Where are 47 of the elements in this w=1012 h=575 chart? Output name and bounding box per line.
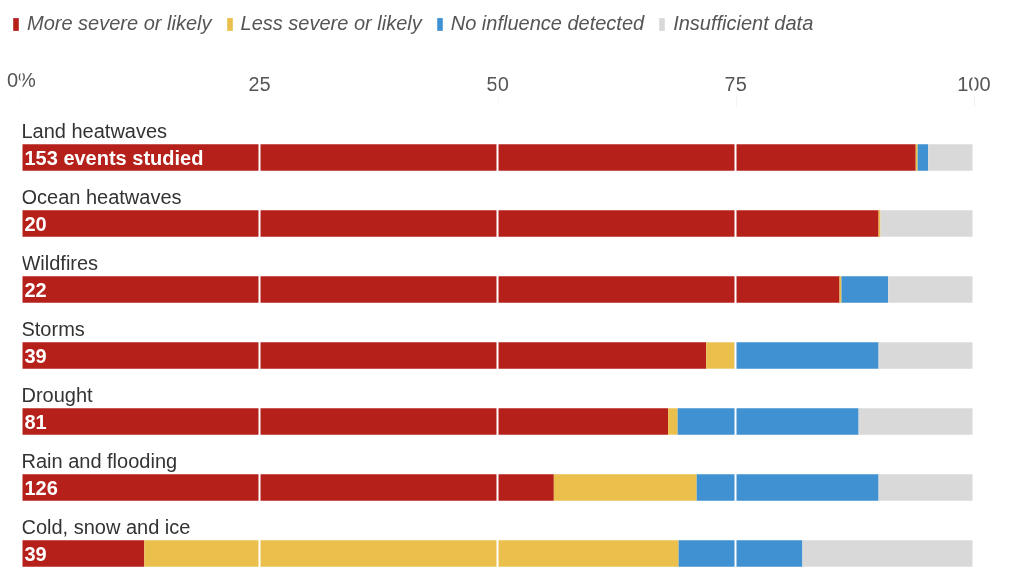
bar — [144, 540, 679, 567]
bar — [858, 408, 974, 435]
annotation: 81 — [24, 410, 47, 433]
y-tick-label: Drought — [21, 383, 94, 406]
bar — [21, 408, 669, 435]
bar — [841, 276, 889, 303]
bar — [734, 342, 879, 369]
bar — [878, 342, 974, 369]
y-tick-label: Storms — [21, 317, 85, 340]
bar — [21, 210, 879, 237]
legend-label: Insufficient data — [673, 12, 814, 35]
bar — [696, 474, 879, 501]
legend-label: More severe or likely — [27, 12, 212, 35]
legend-label: Less severe or likely — [240, 12, 422, 35]
y-tick-label: Cold, snow and ice — [21, 515, 191, 538]
x-tick-label: 0% — [7, 68, 37, 91]
annotation: 126 — [24, 476, 58, 499]
bar — [21, 474, 554, 501]
y-tick-label: Wildfires — [21, 251, 99, 274]
annotation: 39 — [24, 542, 47, 565]
x-tick-label: 50 — [486, 72, 509, 95]
y-tick-label: Land heatwaves — [21, 119, 168, 142]
y-tick-label: Ocean heatwaves — [21, 185, 182, 208]
bar — [21, 540, 145, 567]
bar — [21, 342, 707, 369]
bar — [553, 474, 697, 501]
bar — [888, 276, 974, 303]
x-tick-label: 25 — [248, 72, 271, 95]
legend-label: No influence detected — [450, 12, 645, 35]
annotation: 153 events studied — [24, 146, 204, 169]
x-tick-label: 100 — [957, 72, 991, 95]
y-tick-label: Rain and flooding — [21, 449, 178, 472]
bar — [802, 540, 974, 567]
x-tick-label: 75 — [724, 72, 747, 95]
bar — [678, 540, 803, 567]
annotation: 20 — [24, 212, 47, 235]
annotation: 39 — [24, 344, 47, 367]
bar — [880, 210, 974, 237]
bar — [21, 276, 840, 303]
bar — [706, 342, 735, 369]
bar — [928, 144, 974, 171]
bar — [668, 408, 678, 435]
bar — [21, 144, 916, 171]
annotation: 22 — [24, 278, 47, 301]
bar — [917, 144, 929, 171]
bar — [677, 408, 859, 435]
bar — [878, 474, 974, 501]
